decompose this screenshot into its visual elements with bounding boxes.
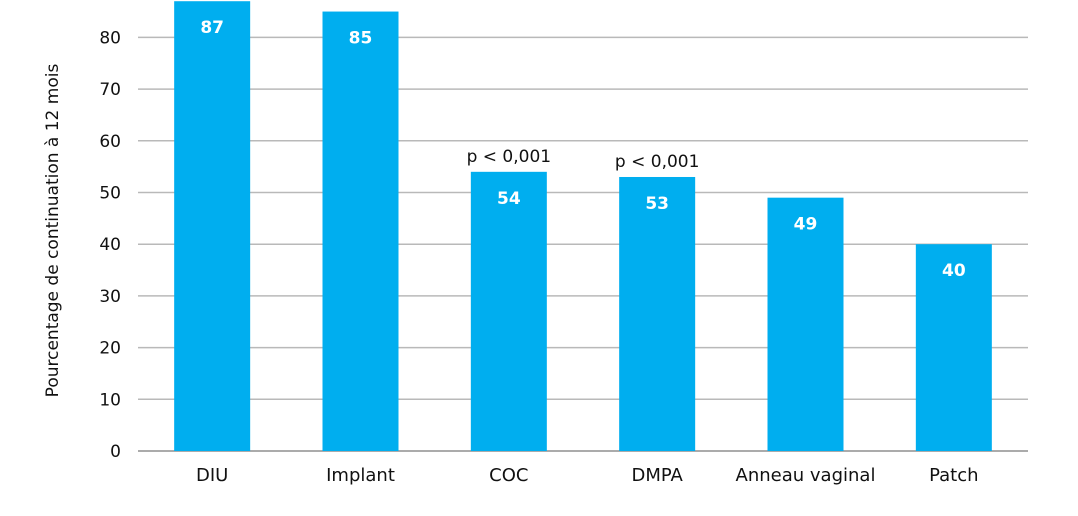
significance-annotations: p < 0,001 p < 0,001 [467,147,700,172]
bar-implant [322,11,399,452]
bar-value-label: 40 [942,261,966,281]
bar-value-label: 85 [349,29,373,49]
y-tick-label-60: 60 [99,132,121,152]
y-tick-label-40: 40 [99,235,121,255]
bar-patch [915,244,992,451]
x-category-labels: DIU Implant COC DMPA Anneau vaginal Patch [196,465,979,486]
bar-value-label: 53 [645,194,669,214]
p-value-annotation: p < 0,001 [615,152,700,172]
p-value-annotation: p < 0,001 [467,147,552,167]
y-tick-label-80: 80 [99,28,121,48]
y-tick-label-30: 30 [99,287,121,307]
bar-value-label: 49 [794,215,818,235]
y-tick-label-50: 50 [99,184,121,204]
y-tick-labels: 0 10 20 30 40 50 60 70 80 [99,28,121,462]
bars [174,1,992,452]
y-tick-label-20: 20 [99,339,121,359]
x-category-label: DMPA [631,465,683,486]
bar-diu [174,1,251,452]
y-tick-label-0: 0 [110,442,121,462]
bar-value-label: 87 [200,18,224,38]
grid-lines [138,36,1028,452]
x-category-label: Implant [326,465,395,486]
y-tick-label-70: 70 [99,80,121,100]
bar-value-labels: 87 85 54 53 49 40 [200,18,965,281]
bar-value-label: 54 [497,189,521,209]
y-axis-title: Pourcentage de continuation à 12 mois [43,64,63,398]
y-tick-label-10: 10 [99,390,121,410]
x-category-label: DIU [196,465,228,486]
x-category-label: Anneau vaginal [736,465,876,486]
bar-anneau-vaginal [767,197,844,451]
x-category-label: Patch [929,465,978,486]
x-category-label: COC [489,465,528,486]
bar-dmpa [619,176,696,452]
bar-coc [470,171,547,451]
